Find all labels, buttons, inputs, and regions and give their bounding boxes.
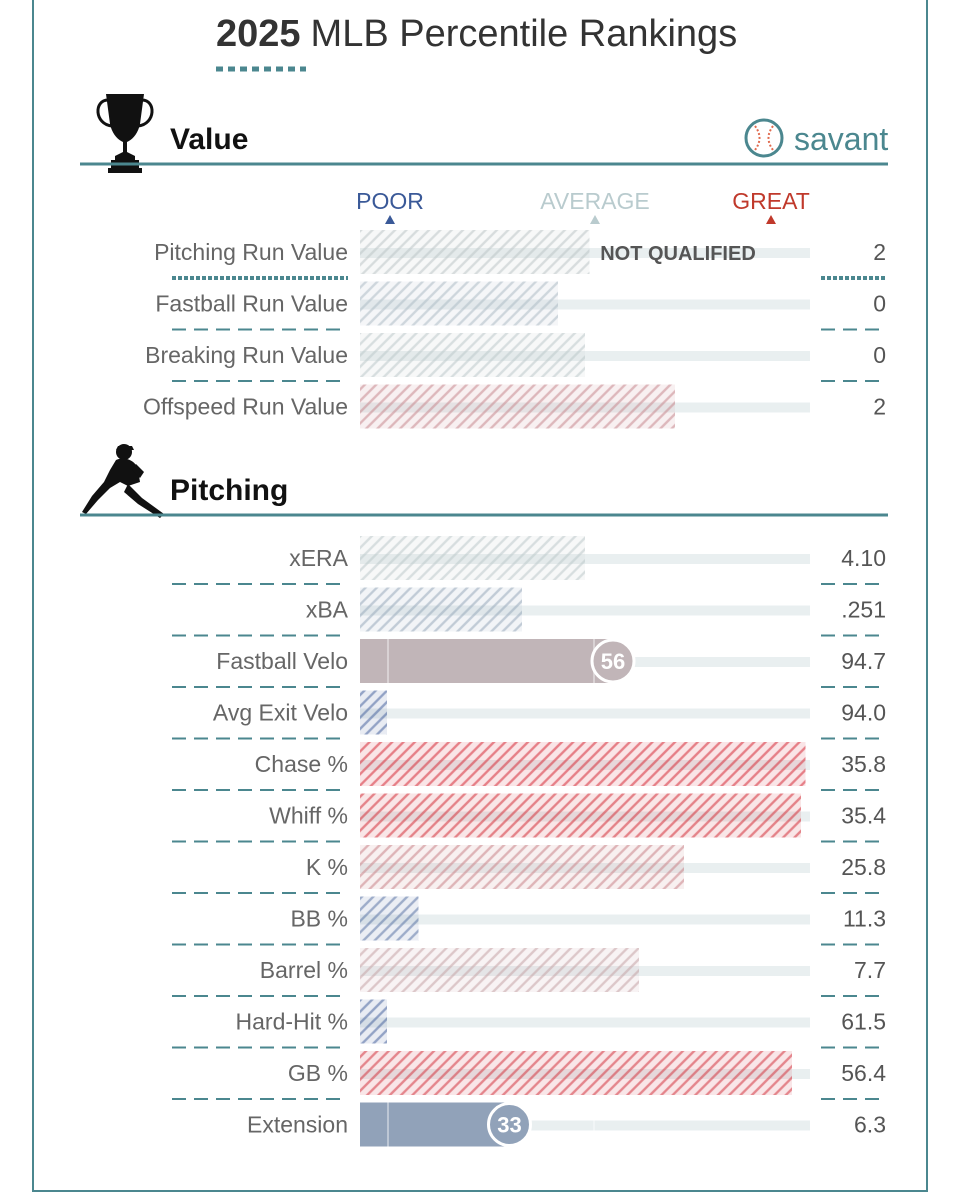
metric-label: K % <box>306 854 348 880</box>
scale-average: AVERAGE <box>540 188 650 214</box>
percentile-bar <box>360 690 387 735</box>
brand-name: savant <box>794 121 888 157</box>
metric-value: 2 <box>873 239 886 265</box>
metric-label: Chase % <box>255 751 348 777</box>
metric-value: 94.0 <box>841 700 886 726</box>
percentile-label: 33 <box>497 1113 521 1138</box>
metric-label: Breaking Run Value <box>145 342 348 368</box>
metric-row: Breaking Run Value 0 <box>145 333 886 382</box>
bar-track <box>360 1120 810 1131</box>
percentile-bar <box>360 384 675 429</box>
percentile-bar <box>360 230 590 274</box>
section-title-value: Value <box>170 123 248 156</box>
metric-value: 2 <box>873 394 886 420</box>
metric-value: 11.3 <box>843 906 886 932</box>
metric-value: .251 <box>841 597 886 623</box>
metric-value: 56.4 <box>841 1060 886 1086</box>
title-year: 2025 <box>216 13 301 55</box>
percentile-bar <box>360 896 419 941</box>
metric-value: 35.8 <box>841 751 886 777</box>
bar-track <box>360 914 810 925</box>
percentile-bar <box>360 845 684 889</box>
percentile-bar <box>360 639 612 683</box>
metric-row: Fastball Run Value 0 <box>155 281 886 331</box>
metric-label: Hard-Hit % <box>236 1009 348 1035</box>
metric-row: Chase % 35.8 <box>172 742 886 791</box>
bar-track <box>360 299 810 310</box>
metric-row: Avg Exit Velo 94.0 <box>172 690 886 740</box>
metric-label: Barrel % <box>260 957 348 983</box>
page-title: 2025 MLB Percentile Rankings <box>216 13 737 55</box>
metric-value: 7.7 <box>854 957 886 983</box>
metric-label: Avg Exit Velo <box>213 700 348 726</box>
metric-row: BB % 11.3 <box>172 896 886 946</box>
metric-row: Barrel % 7.7 <box>172 948 886 997</box>
metric-label: Pitching Run Value <box>154 239 348 265</box>
metric-row: Hard-Hit % 61.5 <box>172 999 886 1049</box>
bar-track <box>360 605 810 616</box>
metric-row: K % 25.8 <box>172 845 886 894</box>
metric-label: Fastball Run Value <box>155 291 348 317</box>
section-title-pitching: Pitching <box>170 474 288 507</box>
percentile-bar <box>360 281 558 326</box>
metric-row: Whiff % 35.4 <box>172 793 886 843</box>
percentile-bar <box>360 1102 509 1147</box>
percentile-card <box>32 0 928 1192</box>
trophy-icon <box>96 94 154 173</box>
percentile-bar <box>360 999 387 1044</box>
metric-label: xBA <box>306 597 349 623</box>
metric-label: GB % <box>288 1060 348 1086</box>
pitcher-icon <box>82 444 164 518</box>
percentile-bubble <box>487 1102 532 1147</box>
percentile-bar <box>360 948 639 992</box>
metric-row: Offspeed Run Value 2 <box>143 384 886 429</box>
metric-row: xERA 4.10 <box>172 536 886 585</box>
metric-label: Offspeed Run Value <box>143 394 348 420</box>
percentile-label: 56 <box>601 649 625 674</box>
metric-value: 25.8 <box>841 854 886 880</box>
metric-row: xBA .251 <box>172 587 886 637</box>
percentile-bar <box>360 793 801 838</box>
scale-poor: POOR <box>356 188 424 214</box>
metric-label: xERA <box>289 545 348 571</box>
not-qualified-note: NOT QUALIFIED <box>600 243 756 265</box>
metric-value: 35.4 <box>841 803 886 829</box>
bar-track <box>360 1017 810 1028</box>
bar-track <box>360 708 810 719</box>
metric-label: Extension <box>247 1112 348 1138</box>
metric-label: BB % <box>290 906 348 932</box>
percentile-bar <box>360 742 806 786</box>
scale-legend: POOR AVERAGE GREAT <box>356 188 810 224</box>
metric-value: 61.5 <box>841 1009 886 1035</box>
poor-marker <box>385 215 395 224</box>
metric-value: 94.7 <box>841 648 886 674</box>
metric-value: 6.3 <box>854 1112 886 1138</box>
great-marker <box>766 215 776 224</box>
percentile-bar <box>360 333 585 377</box>
percentile-bar <box>360 536 585 580</box>
metric-value: 4.10 <box>841 545 886 571</box>
percentile-bar <box>360 1051 792 1095</box>
metric-value: 0 <box>873 342 886 368</box>
metric-row: GB % 56.4 <box>172 1051 886 1100</box>
percentile-bar <box>360 587 522 632</box>
metric-row: Pitching Run Value NOT QUALIFIED 2 <box>154 230 886 280</box>
scale-great: GREAT <box>732 188 810 214</box>
metric-row: Extension 33 6.3 <box>247 1102 886 1147</box>
baseball-icon <box>744 118 784 158</box>
metric-label: Fastball Velo <box>216 648 348 674</box>
metric-row: Fastball Velo 56 94.7 <box>172 638 886 688</box>
average-marker <box>590 215 600 224</box>
metric-value: 0 <box>873 291 886 317</box>
title-text: MLB Percentile Rankings <box>311 13 738 55</box>
metric-label: Whiff % <box>269 803 348 829</box>
savant-logo: savant <box>744 118 888 158</box>
percentile-bubble <box>590 638 636 684</box>
